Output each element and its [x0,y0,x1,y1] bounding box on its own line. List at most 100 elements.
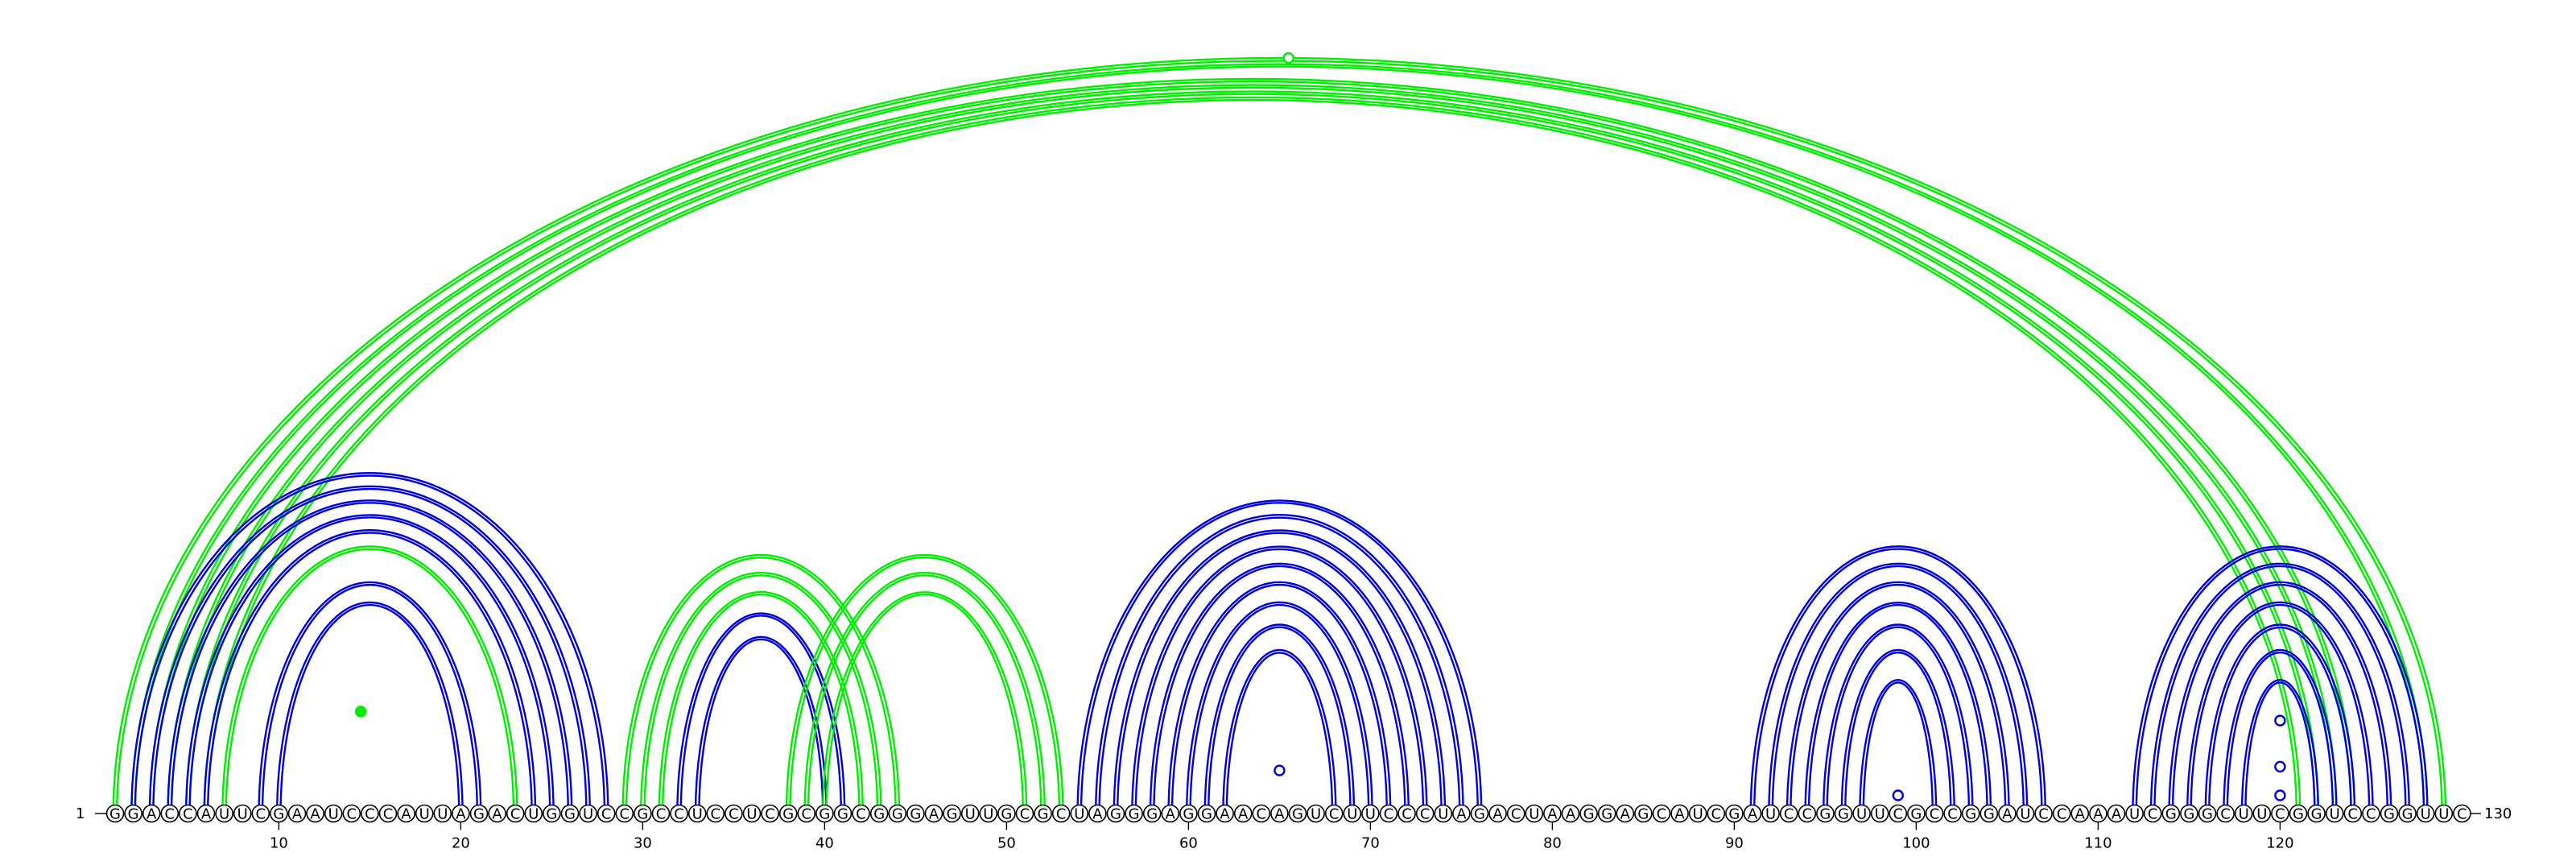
nucleotide-letter: G [1838,806,1849,823]
arc-4-123-outer [167,84,2338,814]
nucleotide-letter: C [729,806,739,823]
nucleotide-letter: G [910,806,921,823]
arc-4-26-inner [170,502,569,814]
arc-117-123-outer [2223,648,2338,814]
nucleotide-letter: A [1456,806,1467,823]
arc-3-124-outer [148,77,2356,814]
nucleotide-circle [433,804,452,823]
nucleotide-letter: C [2348,806,2359,823]
nucleotide-letter: U [528,806,539,823]
arc-3-27-inner [152,487,588,814]
nucleotide-letter: G [1583,806,1595,823]
nucleotide-letter: C [674,806,684,823]
nucleotide-letter: A [1220,806,1230,823]
nucleotide-letter: G [273,806,284,823]
position-tick-label: 110 [2084,835,2112,852]
nucleotide-letter: C [1384,806,1394,823]
arc-112-128-outer [2132,545,2429,814]
nucleotide-letter: A [147,806,157,823]
nucleotide-circle [888,804,907,823]
nucleotide-letter: U [328,806,339,823]
nucleotide-letter: G [1474,806,1485,823]
nucleotide-letter: U [746,806,757,823]
arc-115-125-outer [2186,601,2374,814]
position-tick-label: 20 [452,835,470,852]
nucleotide-letter: G [2311,806,2322,823]
arc-6-24-outer [203,529,537,814]
nucleotide-letter: C [1784,806,1794,823]
nucleotide-circle [142,804,161,823]
nucleotide-circle [105,804,125,823]
nucleotide-circle [2070,804,2090,823]
nucleotide-letter: A [929,806,939,823]
nucleotide-circle [1324,804,1344,823]
nucleotide-circle [1852,804,1871,823]
nucleotide-circle [1761,804,1780,823]
nucleotide-circle [1634,804,1653,823]
nucleotide-circle [2380,804,2399,823]
arc-97-101-inner [1862,681,1934,814]
nucleotide-letter: C [1802,806,1813,823]
nucleotide-letter: U [1693,806,1703,823]
nucleotide-circle [2434,804,2454,823]
nucleotide-circle [124,804,142,823]
arc-59-71-outer [1167,581,1392,814]
arc-33-40-outer [694,636,828,814]
nucleotide-circle [543,804,561,823]
nucleotide-letter: G [128,806,139,823]
nucleotide-letter: U [2020,806,2030,823]
nucleotide-circle [979,804,998,823]
arc-97-101-outer [1859,679,1938,814]
nucleotide-circle [251,804,270,823]
nucleotide-circle [579,804,597,823]
nucleotide-letter: G [1038,806,1049,823]
arc-9-21-inner [261,583,478,814]
nucleotide-letter: A [310,806,320,823]
nucleotide-letter: G [564,806,576,823]
nucleotide-letter: C [1056,806,1067,823]
arc-7-23-outer [221,545,518,814]
nucleotide-circle [2307,804,2326,823]
nucleotide-circle [1415,804,1435,823]
nucleotide-circle [651,804,671,823]
position-tick-label: 90 [1725,835,1744,852]
nucleotide-circle [415,804,434,823]
nucleotide-letter: G [2402,806,2413,823]
nucleotide-letter: G [2202,806,2213,823]
nucleotide-letter: C [620,806,630,823]
nucleotide-circle [778,804,798,823]
nucleotide-letter: C [1947,806,1958,823]
nucleotide-circle [215,804,233,823]
green-circle-marker-icon [354,706,367,718]
nucleotide-letter: G [637,806,648,823]
nucleotide-circle [2198,804,2217,823]
nucleotide-circle [1470,804,1489,823]
nucleotide-letter: U [1529,806,1539,823]
arc-55-75-inner [1098,516,1461,814]
blue-circle-marker-icon [2274,789,2286,801]
nucleotide-letter: U [2330,806,2340,823]
position-tick-label: 40 [815,835,834,852]
green-circle-marker-icon [1282,52,1294,64]
nucleotide-letter: G [819,806,830,823]
arc-40-51-outer [822,590,1028,814]
nucleotide-circle [1506,804,1525,823]
nucleotide-letter: G [1001,806,1012,823]
position-tick-label: 100 [1902,835,1930,852]
arc-95-103-inner [1826,626,1971,814]
nucleotide-letter: G [1292,806,1303,823]
arc-118-122-inner [2244,681,2316,814]
arc-114-126-outer [2168,581,2392,814]
arc-54-76-inner [1080,502,1479,814]
nucleotide-letter: U [1438,806,1448,823]
nucleotide-circle [869,804,889,823]
arc-116-124-outer [2204,623,2356,814]
arc-5-25-inner [188,516,551,814]
arc-29-44-inner [625,556,897,814]
nucleotide-circle [233,804,252,823]
nucleotide-letter: A [1238,806,1249,823]
nucleotide-letter: A [1274,806,1285,823]
nucleotide-circle [160,804,180,823]
